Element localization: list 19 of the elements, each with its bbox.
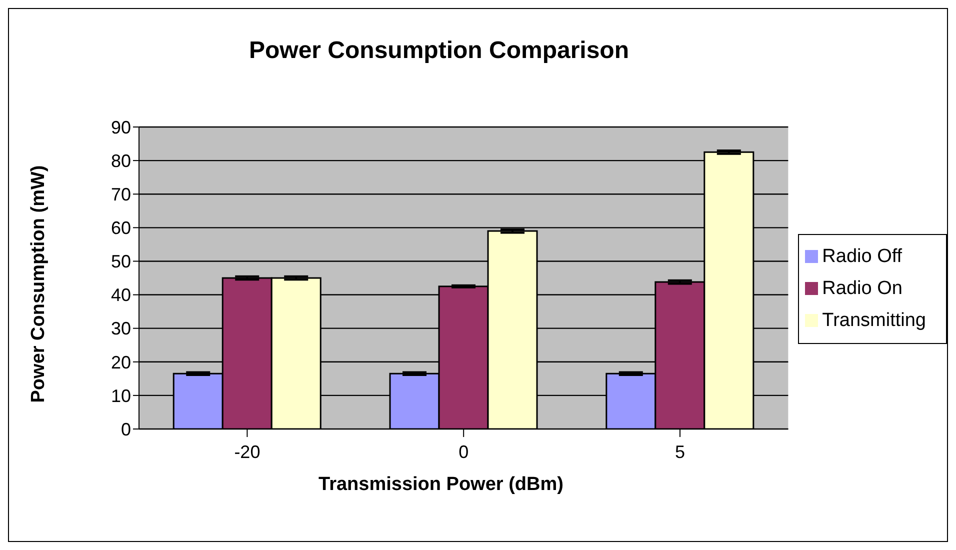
legend-label: Radio On (822, 278, 902, 299)
y-tick-label: 20 (110, 352, 131, 372)
y-tick-label: 0 (120, 419, 131, 440)
y-tick-label: 60 (110, 218, 131, 238)
chart-title: Power Consumption Comparison (248, 37, 630, 65)
y-tick-label: 80 (110, 150, 131, 171)
legend-label: Transmitting (822, 310, 926, 331)
y-tick-label: 90 (110, 117, 131, 138)
y-tick-label: 50 (110, 252, 131, 272)
x-tick-label: 0 (458, 442, 469, 462)
x-tick-label: 5 (674, 442, 685, 462)
x-axis-title: Transmission Power (dBm) (318, 474, 564, 496)
y-tick-label: 40 (110, 285, 131, 306)
x-tick-label: -20 (234, 442, 260, 462)
y-tick-label: 10 (110, 386, 131, 406)
y-axis-title: Power Consumption (mW) (28, 165, 50, 403)
y-tick-label: 30 (110, 318, 131, 339)
legend-label: Radio Off (822, 246, 902, 267)
y-tick-label: 70 (110, 184, 131, 204)
